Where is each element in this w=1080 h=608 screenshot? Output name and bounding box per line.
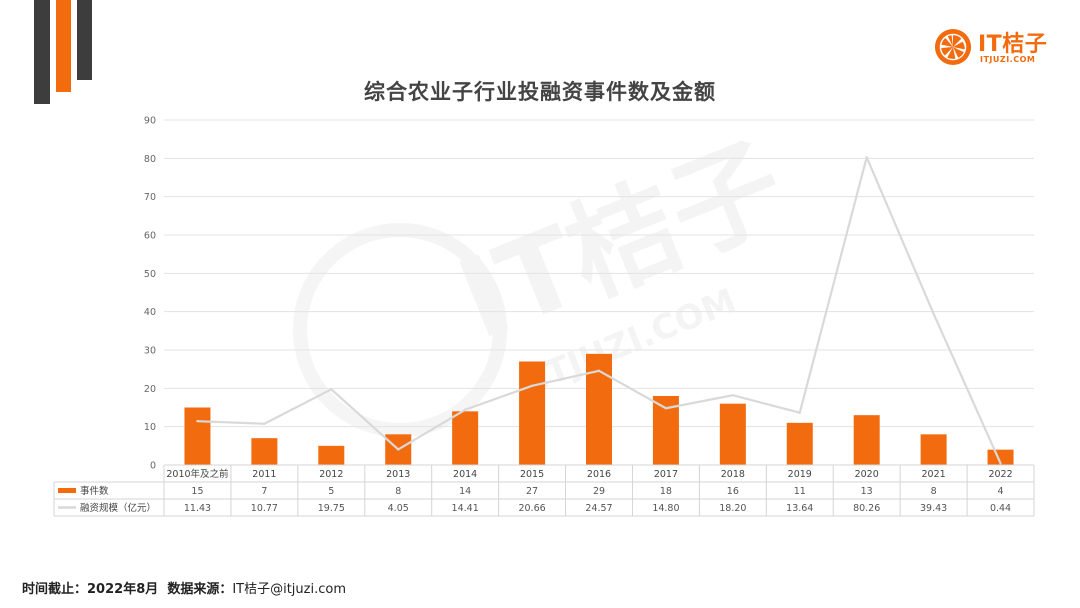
data-label: 29 xyxy=(593,486,605,497)
watermark: IT桔子 ITJUZI.COM xyxy=(293,120,801,437)
data-label: 4 xyxy=(998,486,1004,497)
line-point xyxy=(530,384,534,388)
data-label: 18 xyxy=(660,486,672,497)
data-label: 14.80 xyxy=(652,503,679,514)
footer-date-label: 时间截止： xyxy=(22,582,88,597)
line-point xyxy=(597,369,601,373)
data-label: 15 xyxy=(191,486,203,497)
line-point xyxy=(798,411,801,414)
bar xyxy=(318,445,345,465)
x-tick-label: 2015 xyxy=(520,469,544,480)
brand-logo: IT桔子 ITJUZI.COM xyxy=(934,26,1048,72)
data-label: 5 xyxy=(328,486,334,497)
x-tick-label: 2018 xyxy=(721,469,745,480)
data-label: 0.44 xyxy=(990,503,1011,514)
data-label: 8 xyxy=(395,486,401,497)
x-tick-label: 2020 xyxy=(855,469,879,480)
x-tick-label: 2010年及之前 xyxy=(166,468,228,480)
bar xyxy=(853,415,880,465)
data-label: 18.20 xyxy=(719,503,746,514)
decor-bar-dark-2 xyxy=(77,0,92,80)
data-label: 11 xyxy=(794,486,806,497)
decor-bar-orange xyxy=(56,0,71,92)
data-label: 39.43 xyxy=(920,503,947,514)
data-label: 16 xyxy=(727,486,739,497)
orange-slice-icon xyxy=(934,28,972,66)
data-label: 14 xyxy=(459,486,471,497)
bar xyxy=(719,403,746,465)
y-tick-label: 30 xyxy=(144,346,156,357)
footer-source-label: 数据来源： xyxy=(167,582,233,597)
y-tick-label: 10 xyxy=(144,422,156,433)
brand-name: IT桔子 xyxy=(978,32,1048,57)
y-tick-label: 90 xyxy=(144,116,156,127)
data-label: 10.77 xyxy=(251,503,278,514)
y-tick-label: 0 xyxy=(150,461,156,472)
footer-note: 时间截止：2022年8月 数据来源：IT桔子@itjuzi.com xyxy=(22,578,346,597)
y-tick-label: 60 xyxy=(144,231,156,242)
line-point xyxy=(196,419,199,423)
data-label: 14.41 xyxy=(452,503,479,514)
bar xyxy=(519,361,546,465)
bar xyxy=(251,438,278,465)
x-tick-label: 2016 xyxy=(587,469,611,480)
data-label: 11.43 xyxy=(184,503,211,514)
data-table: 2010年及之前 2011 2012 2013 2014 2015 2016 2017 2018… xyxy=(53,464,1035,517)
line-point xyxy=(664,407,668,410)
line-point xyxy=(263,422,266,425)
x-tick-label: 2011 xyxy=(252,469,276,480)
line-point xyxy=(463,408,467,411)
watermark-orange-icon xyxy=(293,223,507,437)
x-tick-label: 2017 xyxy=(654,469,678,480)
line-point xyxy=(932,312,935,316)
y-tick-label: 80 xyxy=(144,154,156,165)
data-label: 24.57 xyxy=(585,503,612,514)
x-tick-label: 2019 xyxy=(788,469,812,480)
footer-date-value: 2022年8月 xyxy=(87,582,159,597)
legend-swatch-bar xyxy=(58,488,76,493)
data-label: 13.64 xyxy=(786,503,813,514)
y-tick-label: 50 xyxy=(144,269,156,280)
line-point xyxy=(731,394,735,397)
data-label: 8 xyxy=(931,486,937,497)
bar xyxy=(987,449,1014,465)
legend-label: 事件数 xyxy=(80,485,109,497)
footer-source-value: IT桔子@itjuzi.com xyxy=(232,582,346,597)
legend-label: 融资规模（亿元） xyxy=(80,502,156,514)
decor-bar-dark-1 xyxy=(34,0,50,104)
data-label: 7 xyxy=(261,486,267,497)
y-tick-label: 40 xyxy=(144,307,156,318)
chart-title: 综合农业子行业投融资事件数及金额 xyxy=(364,80,716,104)
x-tick-label: 2022 xyxy=(988,469,1012,480)
x-tick-label: 2014 xyxy=(453,469,477,480)
bar xyxy=(452,411,479,465)
y-tick-label: 70 xyxy=(144,192,156,203)
bar xyxy=(786,422,813,465)
brand-url: ITJUZI.COM xyxy=(980,55,1036,64)
x-tick-label: 2021 xyxy=(922,469,946,480)
y-tick-label: 20 xyxy=(144,384,156,395)
data-label: 27 xyxy=(526,486,538,497)
line-point xyxy=(999,462,1002,465)
y-axis: 0 10 20 30 40 50 60 70 80 90 xyxy=(144,116,156,472)
data-label: 19.75 xyxy=(318,503,345,514)
line-point xyxy=(330,388,333,391)
data-label: 13 xyxy=(861,486,873,497)
line-point xyxy=(865,156,868,159)
bar xyxy=(184,407,211,465)
chart-canvas: IT桔子 ITJUZI.COM 0 10 20 30 40 50 60 70 80 90 2010… xyxy=(53,116,1035,517)
data-label: 80.26 xyxy=(853,503,880,514)
data-label: 4.05 xyxy=(388,503,409,514)
x-tick-label: 2012 xyxy=(319,469,343,480)
line-point xyxy=(397,448,400,451)
line-series xyxy=(196,156,1002,465)
data-label: 20.66 xyxy=(518,503,545,514)
bar xyxy=(920,434,947,465)
bar-series xyxy=(184,353,1014,465)
x-tick-label: 2013 xyxy=(386,469,410,480)
